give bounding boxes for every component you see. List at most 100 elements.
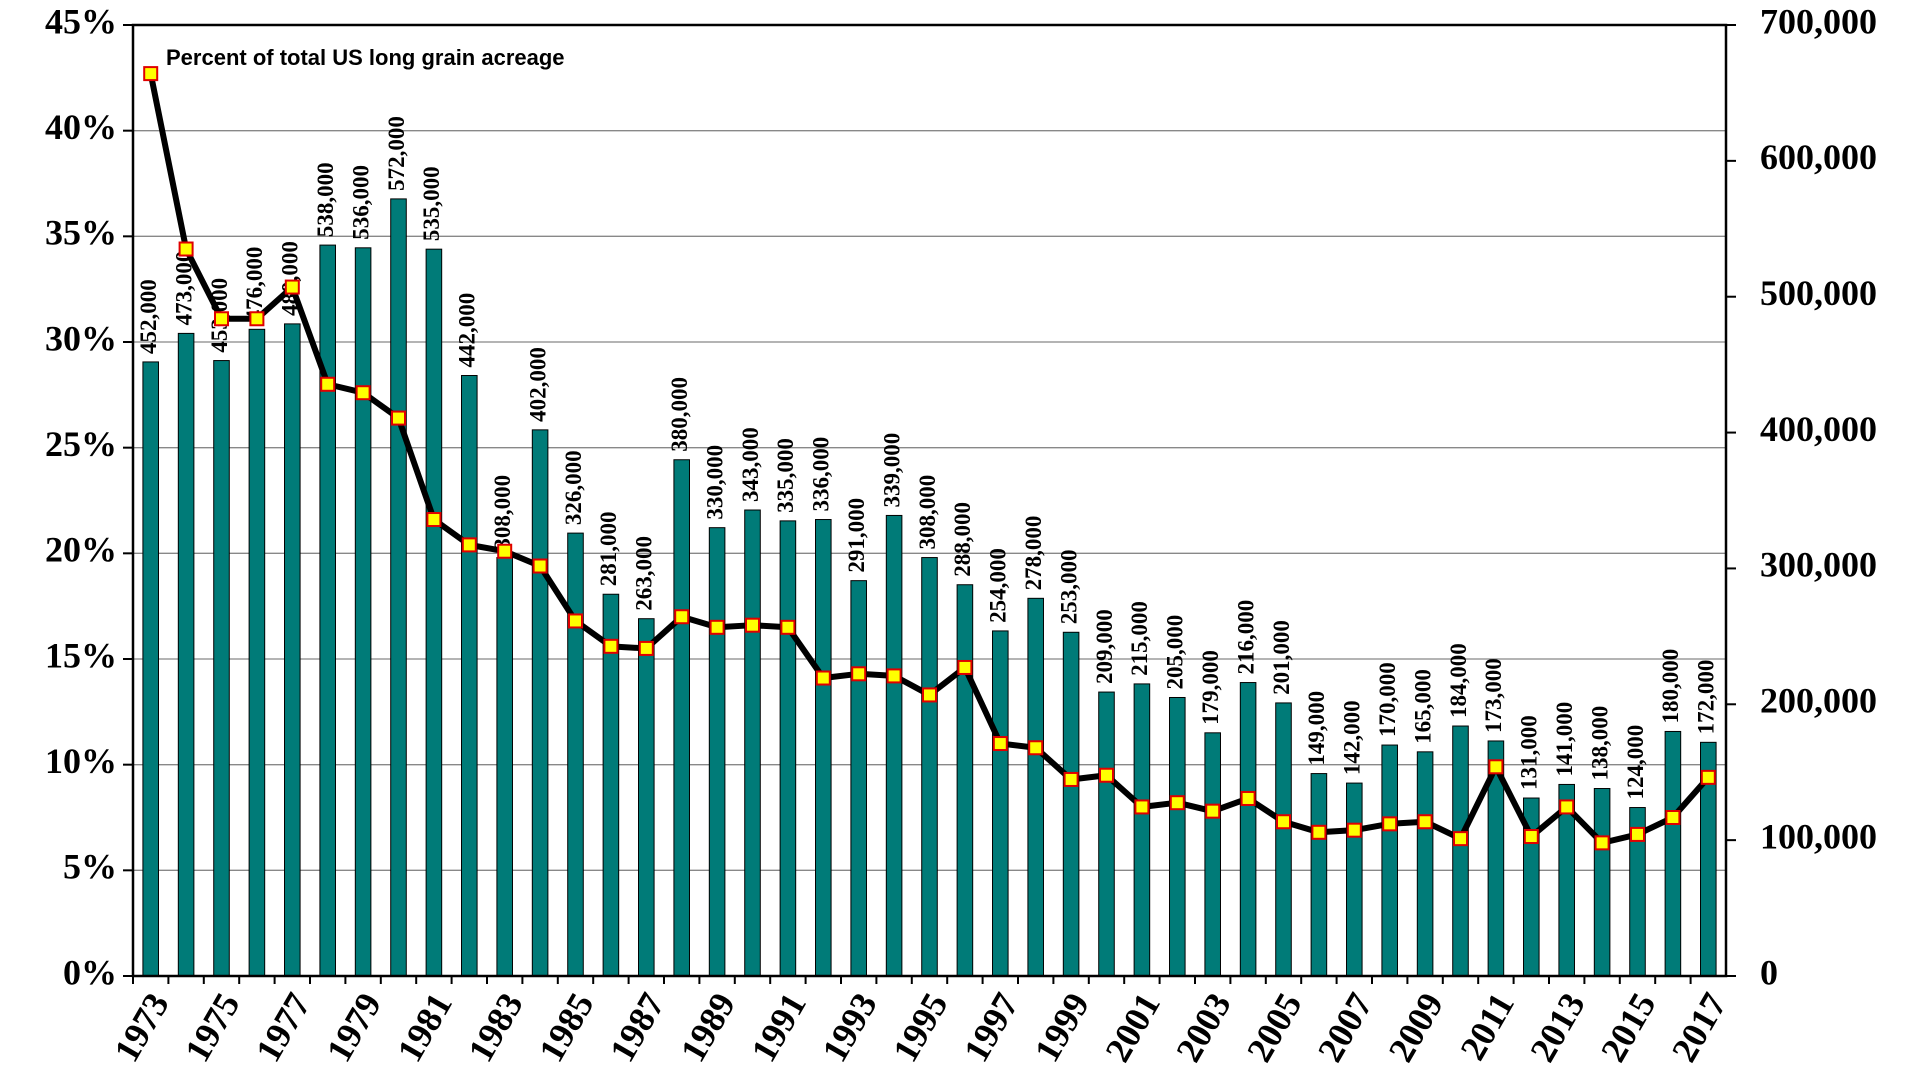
y-tick-label: 20%	[45, 530, 117, 570]
y2-tick-label: 100,000	[1760, 816, 1877, 856]
marker	[1700, 769, 1716, 785]
value-label: 402,000	[525, 347, 550, 422]
bar	[1169, 696, 1186, 977]
value-label: 141,000	[1552, 702, 1577, 777]
y2-tick-label: 400,000	[1760, 409, 1877, 449]
value-label: 339,000	[879, 433, 904, 508]
x-tick-label: 1981	[389, 986, 460, 1068]
bar	[319, 244, 336, 977]
bar	[1239, 682, 1257, 977]
bar	[213, 360, 230, 977]
value-label: 281,000	[596, 511, 621, 586]
x-tick-label: 2007	[1310, 986, 1381, 1068]
bar	[885, 514, 903, 977]
value-label: 572,000	[384, 116, 409, 191]
bar	[425, 248, 443, 977]
value-label: 205,000	[1163, 615, 1188, 690]
value-label: 254,000	[986, 548, 1011, 623]
bar	[921, 557, 938, 977]
marker	[1488, 759, 1504, 775]
marker	[391, 410, 406, 426]
marker	[886, 668, 902, 684]
marker	[532, 558, 548, 574]
marker	[214, 311, 229, 327]
x-tick-label: 2003	[1168, 986, 1239, 1068]
value-label: 330,000	[702, 445, 727, 520]
marker	[1453, 831, 1468, 847]
x-tick-label: 2013	[1522, 986, 1593, 1068]
x-tick-label: 2011	[1452, 986, 1522, 1067]
bar	[673, 459, 690, 977]
value-label: 343,000	[738, 427, 763, 502]
marker	[1063, 771, 1079, 787]
x-tick-label: 1973	[106, 986, 177, 1068]
bar	[1133, 683, 1151, 977]
y-tick-label: 35%	[45, 213, 117, 253]
y2-tick-label: 200,000	[1760, 681, 1877, 721]
bar	[531, 429, 549, 977]
marker	[957, 659, 973, 675]
bar	[1027, 597, 1044, 977]
bar	[1346, 782, 1363, 977]
x-tick-label: 1977	[248, 986, 319, 1068]
x-tick-label: 1999	[1027, 986, 1098, 1068]
axes: 0% 5% 10% 15% 20% 25% 30% 35% 40% 45% 0 100,000 200,…	[45, 1, 1877, 1068]
marker	[1276, 814, 1291, 830]
marker	[851, 666, 867, 682]
marker	[178, 241, 194, 257]
marker	[1665, 810, 1681, 825]
y2-tick-label: 700,000	[1760, 1, 1877, 41]
bar	[1204, 732, 1221, 977]
bar	[461, 375, 478, 977]
value-label: 165,000	[1410, 669, 1435, 744]
marker	[320, 376, 336, 392]
marker	[1594, 835, 1610, 851]
bar	[744, 509, 761, 977]
x-tick-label: 1975	[177, 986, 248, 1068]
x-tick-label: 1995	[885, 986, 956, 1068]
marker	[1311, 824, 1327, 840]
x-tick-label: 2009	[1381, 986, 1452, 1068]
y-tick-label: 0%	[63, 952, 117, 992]
marker	[1205, 803, 1221, 819]
marker	[426, 512, 442, 528]
value-label: 336,000	[809, 437, 834, 512]
marker	[249, 311, 265, 327]
value-label: 184,000	[1446, 643, 1471, 718]
bar	[956, 584, 974, 977]
annotation: Percent of total US long grain acreage	[166, 45, 565, 70]
value-label: 288,000	[950, 502, 975, 577]
value-label: 172,000	[1694, 660, 1719, 735]
marker	[603, 638, 619, 654]
bar	[1098, 691, 1115, 977]
value-label: 131,000	[1517, 715, 1542, 790]
value-label: 179,000	[1198, 650, 1223, 725]
x-tick-label: 1997	[956, 986, 1027, 1068]
bar	[1310, 773, 1328, 977]
marker	[143, 66, 159, 82]
bar	[1381, 744, 1398, 977]
y-tick-label: 25%	[45, 424, 117, 464]
bar	[284, 323, 301, 977]
value-label: 308,000	[490, 475, 515, 550]
marker	[355, 385, 371, 401]
value-label: 278,000	[1021, 516, 1046, 591]
marker	[780, 619, 796, 635]
bar	[779, 520, 797, 977]
marker	[815, 670, 831, 686]
value-label: 209,000	[1092, 609, 1117, 684]
marker	[1382, 816, 1398, 832]
value-label: 452,000	[136, 279, 161, 354]
marker	[1346, 822, 1362, 838]
plot-frame	[131, 23, 1728, 978]
marker	[922, 687, 937, 703]
x-tick-label: 1979	[319, 986, 390, 1068]
x-tick-label: 1985	[531, 986, 602, 1068]
value-label: 253,000	[1056, 550, 1081, 625]
line-layer	[143, 66, 1716, 851]
bar	[354, 247, 372, 977]
value-label: 263,000	[632, 536, 657, 611]
bar	[1275, 702, 1292, 977]
value-label: 535,000	[419, 166, 444, 241]
bar	[850, 580, 867, 977]
